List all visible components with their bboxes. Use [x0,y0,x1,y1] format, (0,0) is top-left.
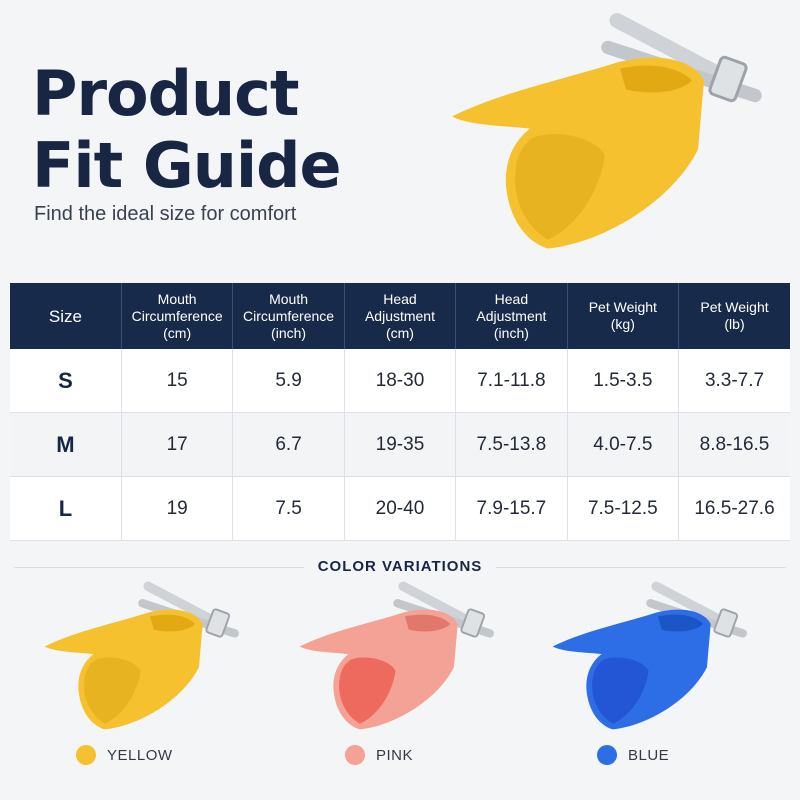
table-cell: 15 [121,349,234,413]
title-line-2: Fit Guide [32,129,342,202]
header-mouth-circumference-inch: Mouth Circumference (inch) [232,283,345,349]
table-cell: 7.1-11.8 [455,349,568,413]
size-cell: M [10,412,122,477]
table-cell: 8.8-16.5 [678,412,790,477]
subtitle: Find the ideal size for comfort [34,203,297,225]
muzzle-yellow-image [44,581,239,730]
table-cell: 4.0-7.5 [567,412,680,477]
table-cell: 17 [121,412,234,477]
color-dot-yellow [76,745,96,765]
color-dot-blue [597,745,617,765]
swatch-label-blue: BLUE [628,746,670,764]
table-cell: 7.5-13.8 [455,412,568,477]
muzzle-strap [601,13,762,103]
size-cell: S [10,349,122,413]
swatch-pink: PINK [345,745,413,765]
table-cell: 19-35 [344,412,457,477]
table-row: L 19 7.5 20-40 7.9-15.7 7.5-12.5 16.5-27… [10,476,790,541]
swatch-yellow: YELLOW [76,745,173,765]
divider-left [14,567,304,568]
color-dot-pink [345,745,365,765]
muzzle-pink-image [299,581,494,730]
table-cell: 7.5 [232,476,345,541]
table-header-row: Size Mouth Circumference (cm) Mouth Circumf… [10,283,790,349]
table-cell: 6.7 [232,412,345,477]
table-cell: 19 [121,476,234,541]
header-head-adjustment-cm: Head Adjustment (cm) [344,283,457,349]
table-cell: 7.5-12.5 [567,476,680,541]
header-pet-weight-kg: Pet Weight (kg) [567,283,680,349]
table-cell: 16.5-27.6 [678,476,790,541]
header-head-adjustment-inch: Head Adjustment (inch) [455,283,568,349]
muzzle-blue-image [552,581,747,730]
table-row: S 15 5.9 18-30 7.1-11.8 1.5-3.5 3.3-7.7 [10,349,790,413]
header-size: Size [10,283,122,349]
hero-muzzle-image [452,13,762,249]
divider-right [496,567,786,568]
title-line-1: Product [32,57,300,130]
page-title: Product Fit Guide [32,57,342,202]
swatch-blue: BLUE [597,745,669,765]
header-mouth-circumference-cm: Mouth Circumference (cm) [121,283,234,349]
size-chart-table: Size Mouth Circumference (cm) Mouth Circumf… [10,283,790,541]
color-variations-heading: COLOR VARIATIONS [317,558,483,575]
table-cell: 20-40 [344,476,457,541]
table-cell: 1.5-3.5 [567,349,680,413]
table-cell: 18-30 [344,349,457,413]
swatch-label-pink: PINK [376,746,414,764]
table-row: M 17 6.7 19-35 7.5-13.8 4.0-7.5 8.8-16.5 [10,412,790,477]
swatch-label-yellow: YELLOW [107,746,173,764]
table-cell: 7.9-15.7 [455,476,568,541]
table-cell: 3.3-7.7 [678,349,790,413]
header-pet-weight-lb: Pet Weight (lb) [678,283,790,349]
table-cell: 5.9 [232,349,345,413]
size-cell: L [10,476,122,541]
